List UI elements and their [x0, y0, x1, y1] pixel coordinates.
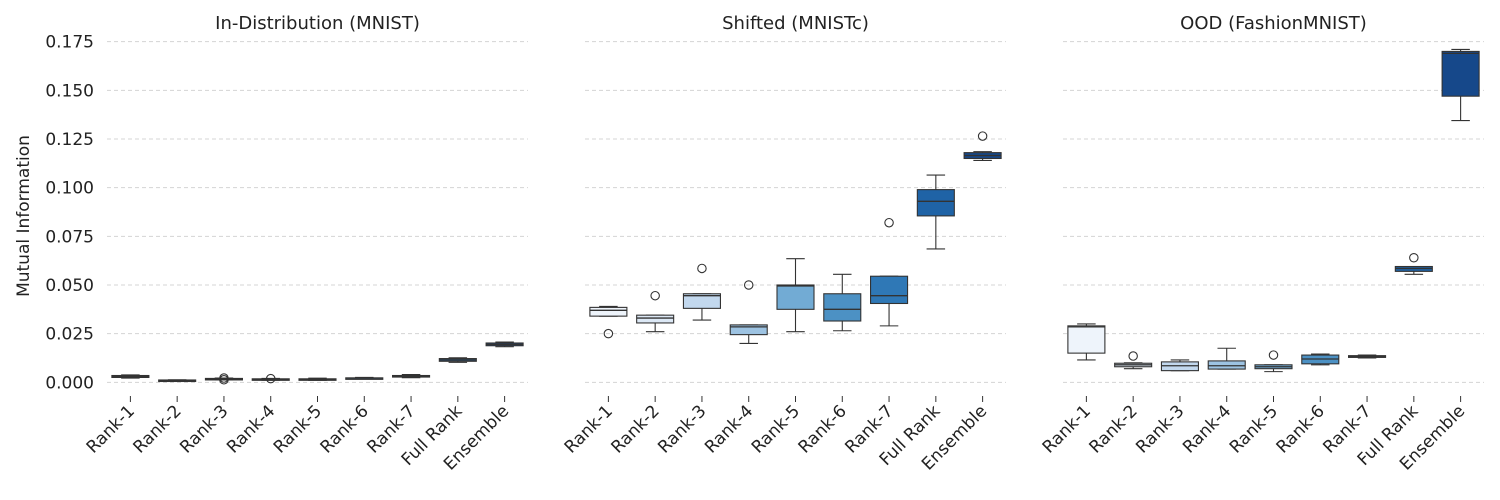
- box-body: [636, 314, 675, 324]
- y-tick-label: 0.100: [45, 179, 94, 199]
- x-tick-label: Rank-1: [1039, 401, 1095, 457]
- box-body: [1207, 360, 1246, 370]
- outlier-point: [884, 217, 894, 228]
- panel-title: Shifted (MNISTc): [722, 13, 869, 34]
- panels: 0.000 0.025 0.050 0.075 0.100 0.125 0.150 0.175…: [45, 13, 1484, 474]
- box-rank-3: [204, 373, 243, 385]
- x-tick-label: Rank-4: [701, 401, 757, 457]
- box-body: [682, 293, 721, 309]
- outlier-point: [1128, 351, 1138, 361]
- x-tick-label: Rank-2: [1086, 401, 1142, 457]
- box-rank-1: [589, 305, 628, 339]
- box-rank-1: [1067, 323, 1106, 361]
- x-tick-label: Rank-2: [130, 401, 186, 457]
- box-rank-6: [1301, 353, 1340, 366]
- panel-3: OOD (FashionMNIST)Rank-1Rank-2Rank-3Rank…: [1039, 13, 1484, 474]
- x-tick-label: Rank-6: [1273, 401, 1329, 457]
- box-rank-2: [636, 290, 675, 333]
- box-ensemble: [963, 131, 1002, 161]
- box-body: [1441, 50, 1480, 97]
- x-tick-label: Rank-2: [608, 401, 664, 457]
- box-rank-4: [1207, 347, 1246, 370]
- box-body: [776, 284, 815, 310]
- box-rank-6: [823, 273, 862, 332]
- box-body: [870, 275, 909, 305]
- x-tick-label: Rank-5: [270, 401, 326, 457]
- x-tick-label: Rank-3: [654, 401, 710, 457]
- y-tick-label: 0.000: [45, 373, 94, 393]
- outlier-point: [603, 328, 614, 339]
- box-rank-2: [158, 379, 197, 383]
- y-tick-label: 0.125: [45, 130, 94, 150]
- outlier-point: [1268, 350, 1279, 360]
- box-rank-5: [1254, 350, 1293, 373]
- y-tick-label: 0.175: [45, 33, 94, 53]
- box-rank-7: [1348, 354, 1387, 359]
- x-tick-label: Rank-6: [317, 401, 373, 457]
- box-rank-5: [298, 377, 337, 381]
- box-body: [589, 306, 628, 317]
- outlier-point: [977, 131, 988, 141]
- panel-title: OOD (FashionMNIST): [1180, 13, 1367, 34]
- panel-1: 0.000 0.025 0.050 0.075 0.100 0.125 0.150 0.175…: [45, 13, 528, 474]
- box-rank-4: [729, 280, 768, 344]
- outlier-point: [743, 280, 754, 290]
- box-rank-4: [251, 373, 290, 384]
- box-rank-7: [870, 217, 909, 327]
- outlier-point: [1409, 252, 1419, 263]
- y-tick-label: 0.150: [45, 81, 94, 101]
- outlier-point: [265, 373, 276, 384]
- box-body: [729, 324, 768, 336]
- x-tick-label: Rank-3: [1132, 401, 1188, 457]
- box-full-rank: [438, 357, 477, 363]
- y-tick-label: 0.050: [45, 276, 94, 296]
- x-tick-label: Rank-5: [1226, 401, 1282, 457]
- y-axis-label: Mutual Information: [14, 135, 34, 297]
- panel-title: In-Distribution (MNIST): [215, 13, 420, 34]
- box-rank-1: [111, 374, 150, 379]
- x-tick-label: Rank-4: [223, 401, 279, 457]
- x-tick-label: Rank-5: [748, 401, 804, 457]
- box-body: [823, 293, 862, 322]
- box-full-rank: [1394, 252, 1433, 275]
- x-tick-label: Rank-6: [795, 401, 851, 457]
- outlier-point: [650, 290, 660, 301]
- box-ensemble: [485, 341, 524, 348]
- box-rank-2: [1114, 351, 1153, 370]
- box-rank-6: [345, 376, 384, 380]
- box-rank-5: [776, 258, 815, 333]
- box-body: [1067, 325, 1106, 354]
- box-body: [916, 189, 955, 217]
- panel-2: Shifted (MNISTc) Rank-1Rank-2Rank-3Rank-4…: [561, 13, 1006, 474]
- x-tick-label: Rank-1: [561, 401, 617, 457]
- x-tick-label: Rank-1: [83, 401, 139, 457]
- outlier-point: [219, 373, 229, 383]
- x-tick-label: Rank-4: [1179, 401, 1235, 457]
- box-ensemble: [1441, 48, 1480, 122]
- box-rank-7: [392, 373, 431, 379]
- box-rank-3: [682, 263, 721, 321]
- box-rank-3: [1160, 359, 1199, 372]
- outlier-point: [697, 263, 707, 274]
- y-tick-label: 0.075: [45, 227, 94, 247]
- y-tick-label: 0.025: [45, 325, 94, 345]
- x-tick-label: Rank-3: [176, 401, 232, 457]
- box-full-rank: [916, 174, 955, 250]
